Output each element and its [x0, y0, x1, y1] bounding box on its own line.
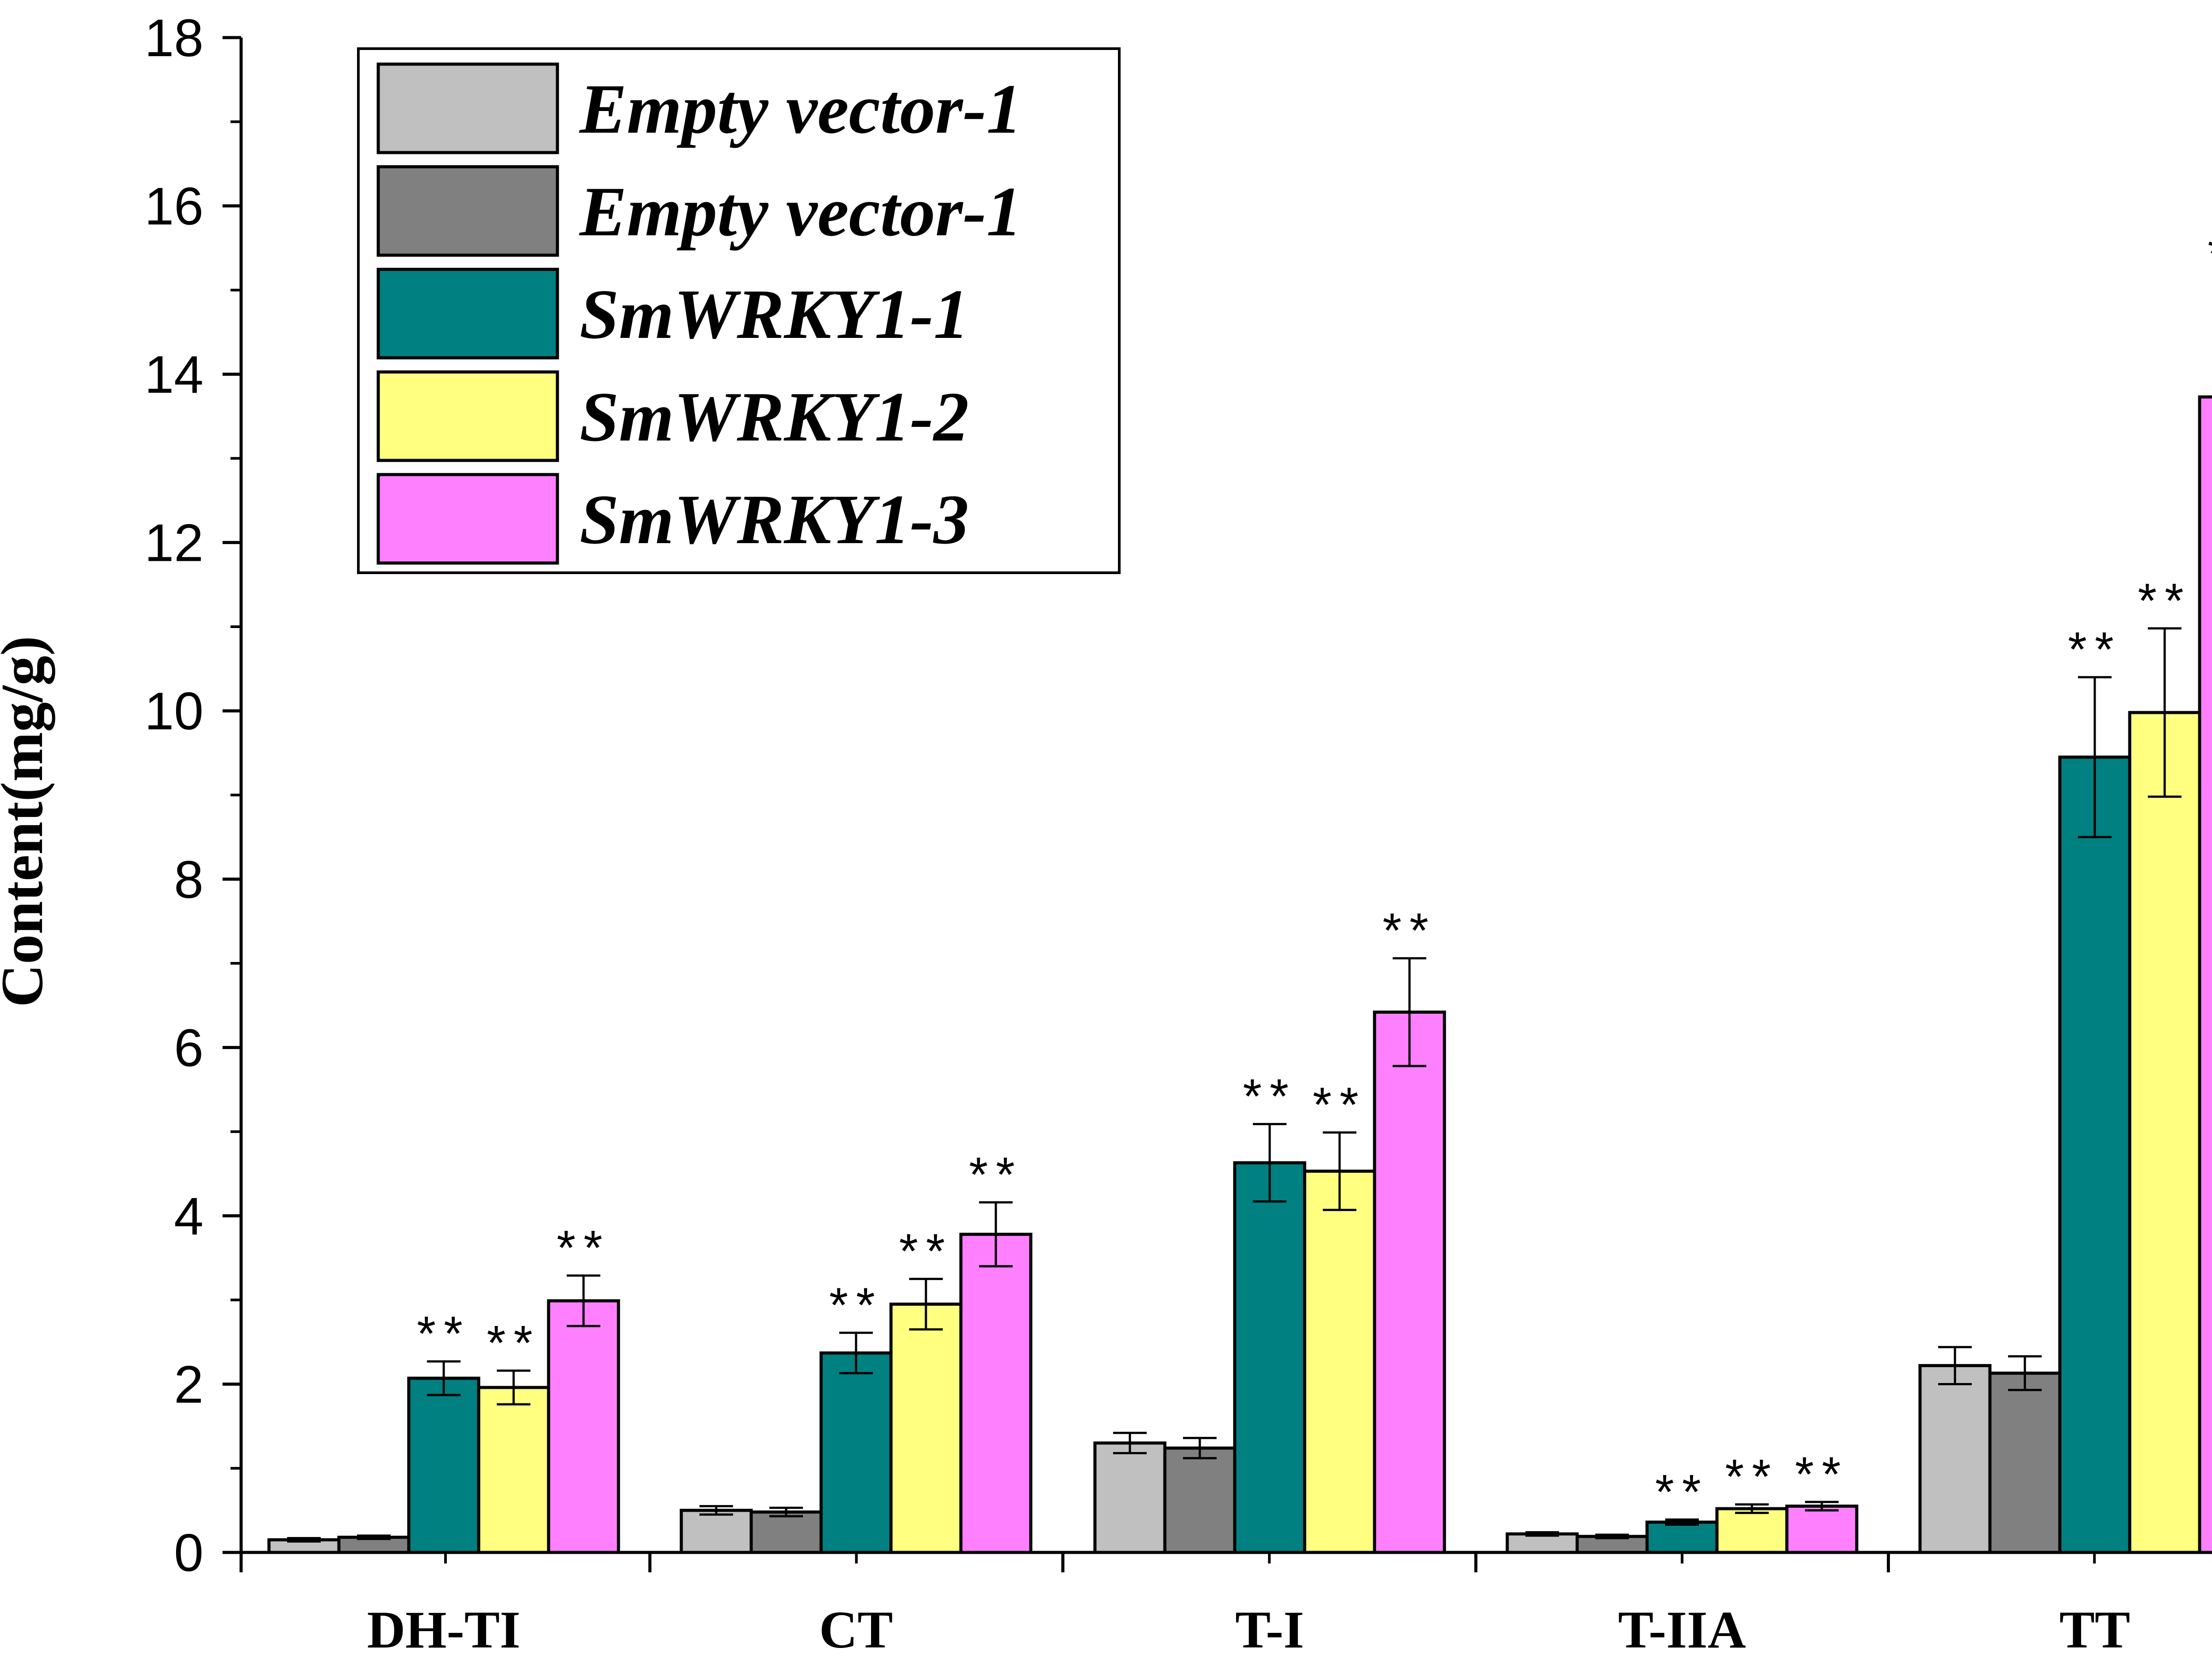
significance-label: ** [1795, 1447, 1849, 1502]
x-tick-label: T-I [1235, 1600, 1304, 1659]
bar [1715, 1507, 1789, 1554]
bar [547, 1299, 620, 1554]
legend-swatch [376, 165, 559, 257]
bar [889, 1303, 963, 1554]
y-tick-label: 14 [145, 345, 204, 404]
legend-label: SmWRKY1-2 [580, 377, 969, 456]
legend-label: Empty vector-1 [579, 172, 1022, 251]
x-tick-label: DH-TI [367, 1600, 521, 1659]
legend-label: SmWRKY1-3 [580, 480, 969, 559]
bar [959, 1233, 1033, 1554]
bar [2198, 395, 2212, 1554]
x-tick-label: CT [819, 1600, 893, 1659]
bar [749, 1510, 823, 1554]
y-tick-label: 18 [145, 8, 204, 68]
y-axis-label: Content(mg/g) [0, 636, 55, 1008]
significance-label: ** [1243, 1069, 1297, 1123]
bar [1093, 1441, 1167, 1554]
y-tick-label: 10 [145, 682, 204, 741]
bar [1233, 1161, 1306, 1554]
bar [1988, 1372, 2062, 1554]
bar [2058, 755, 2131, 1554]
significance-label: ** [1725, 1450, 1779, 1504]
legend-label: SmWRKY1-1 [580, 275, 969, 353]
significance-label: ** [557, 1221, 611, 1275]
bar [1303, 1169, 1376, 1554]
legend-swatch [376, 268, 559, 360]
legend-swatch [376, 62, 559, 154]
significance-label: ** [2138, 574, 2192, 628]
bar [407, 1376, 480, 1554]
bar [1373, 1010, 1446, 1554]
bar [1505, 1532, 1579, 1554]
significance-label: ** [2068, 622, 2122, 677]
legend-swatch [376, 473, 559, 565]
y-tick-label: 12 [145, 513, 204, 573]
bar [2128, 711, 2201, 1554]
significance-label: ** [969, 1147, 1023, 1202]
significance-label: ** [417, 1307, 471, 1361]
bar [1918, 1364, 1992, 1554]
bar [1645, 1521, 1719, 1554]
bar [1163, 1446, 1237, 1554]
y-tick-label: 2 [174, 1355, 204, 1414]
significance-label: ** [1313, 1078, 1367, 1132]
y-tick-label: 4 [174, 1187, 204, 1246]
x-tick-label: TT [2059, 1600, 2130, 1659]
bar [477, 1386, 550, 1554]
y-tick-label: 8 [174, 850, 204, 909]
y-tick-label: 16 [145, 177, 204, 236]
significance-label: ** [2208, 227, 2212, 281]
significance-label: ** [829, 1278, 883, 1332]
bar [680, 1509, 753, 1554]
significance-label: ** [1382, 904, 1436, 958]
significance-label: ** [1655, 1465, 1709, 1519]
significance-label: ** [899, 1224, 953, 1279]
x-tick-label: T-IIA [1618, 1600, 1746, 1659]
legend-swatch [376, 370, 559, 462]
y-tick-label: 0 [174, 1523, 204, 1583]
significance-label: ** [487, 1316, 541, 1370]
y-tick-label: 6 [174, 1018, 204, 1077]
bar [819, 1351, 893, 1554]
legend-label: Empty vector-1 [579, 69, 1022, 148]
bar [1785, 1504, 1859, 1554]
